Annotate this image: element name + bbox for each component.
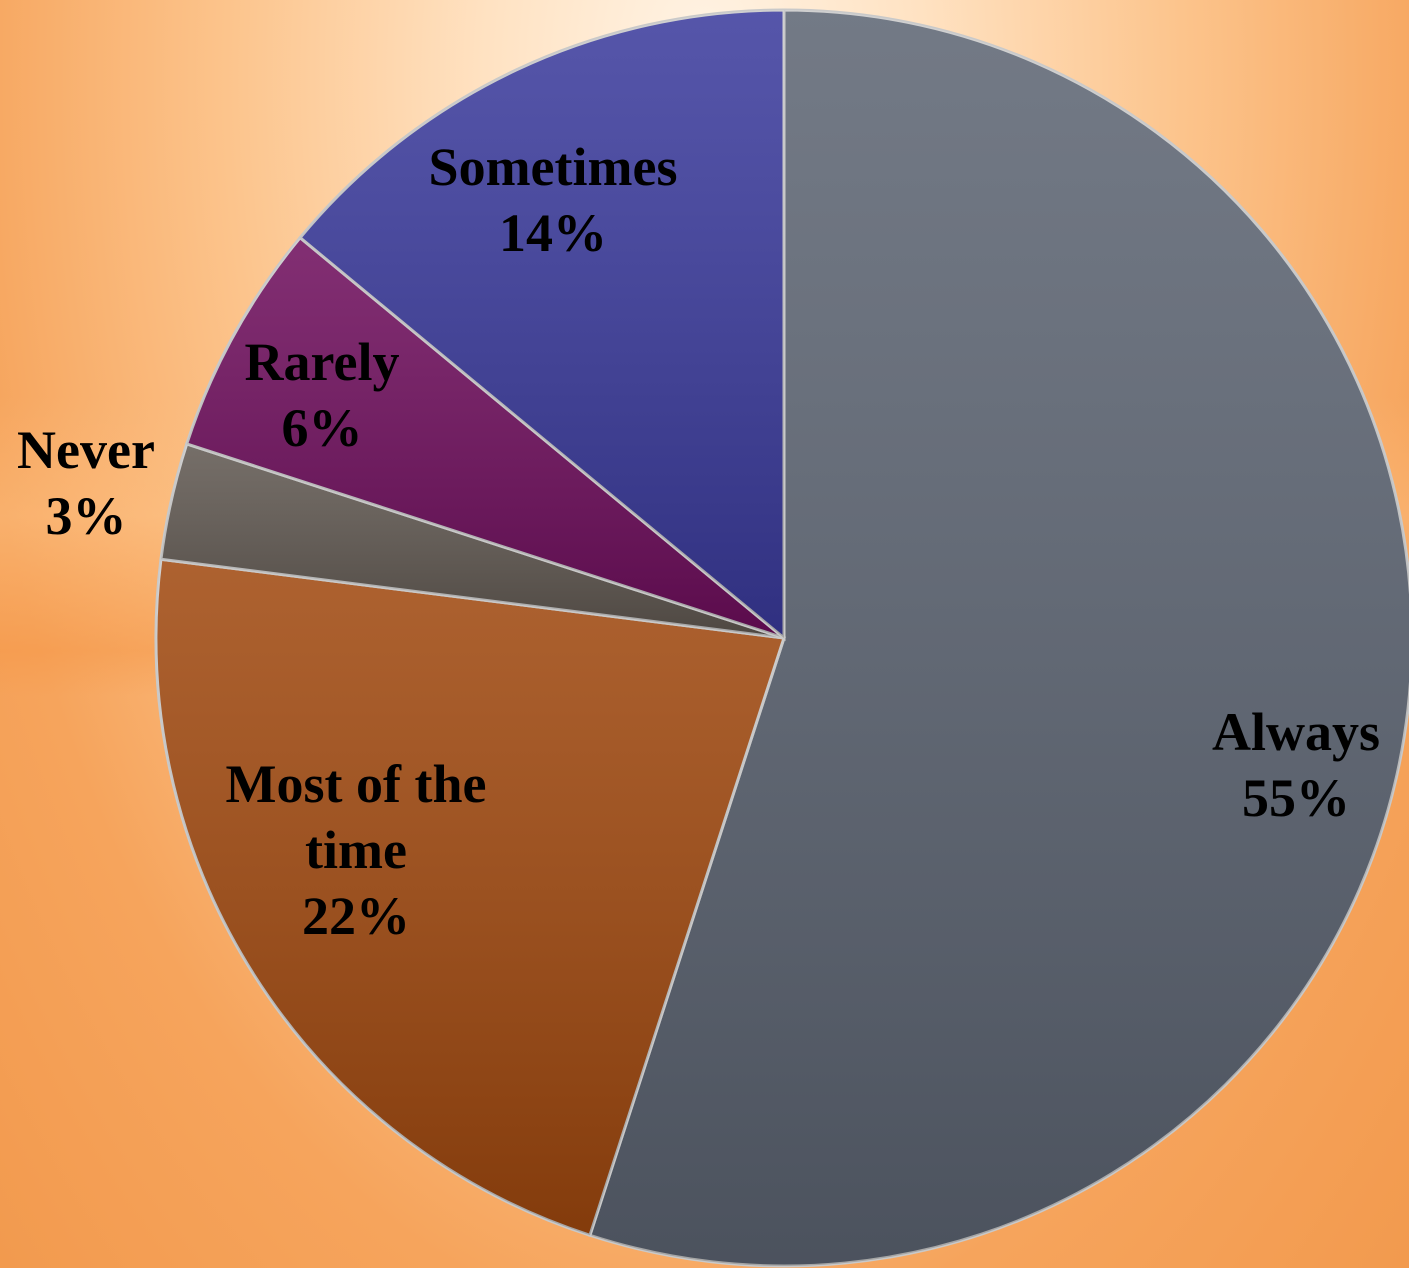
slice-shade-never <box>160 443 784 638</box>
data-label-name-rarely: Rarely <box>245 332 400 392</box>
data-label-name-sometimes: Sometimes <box>429 137 678 197</box>
data-label-value-rarely: 6% <box>282 398 363 458</box>
data-label-name-never: Never <box>17 420 155 480</box>
slice-shade-always <box>589 10 1409 1266</box>
data-label-name-always: Always <box>1212 702 1380 762</box>
pie-slices <box>154 8 1409 1268</box>
data-label-value-always: 55% <box>1242 768 1350 828</box>
slice-shade-sometimes <box>300 10 784 638</box>
data-label-value-sometimes: 14% <box>499 203 607 263</box>
data-label-name-most-of-the-time: time <box>305 820 407 880</box>
data-label-value-most-of-the-time: 22% <box>302 886 410 946</box>
slice-shade-rarely <box>186 237 785 638</box>
data-label-value-never: 3% <box>46 486 127 546</box>
slice-shade-most-of-the-time <box>155 559 785 1236</box>
data-label-name-most-of-the-time: Most of the <box>226 754 487 814</box>
